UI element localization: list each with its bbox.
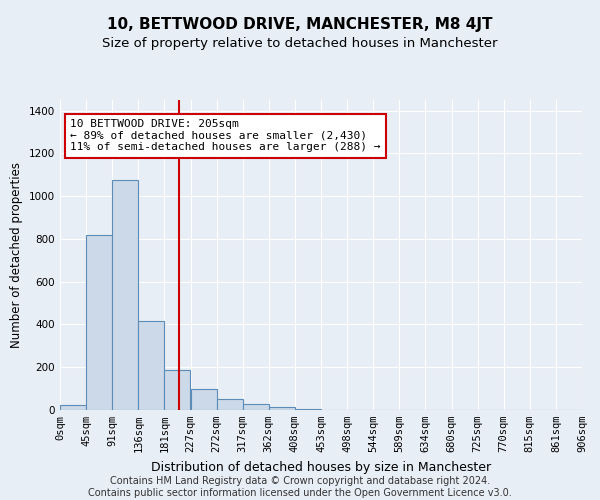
Y-axis label: Number of detached properties: Number of detached properties — [10, 162, 23, 348]
Bar — [60, 404, 86, 410]
Bar — [112, 180, 138, 410]
Bar — [86, 234, 112, 410]
Bar — [295, 409, 321, 410]
Bar — [217, 400, 242, 410]
Text: Size of property relative to detached houses in Manchester: Size of property relative to detached ho… — [102, 38, 498, 51]
Text: 10 BETTWOOD DRIVE: 205sqm
← 89% of detached houses are smaller (2,430)
11% of se: 10 BETTWOOD DRIVE: 205sqm ← 89% of detac… — [70, 119, 381, 152]
Bar — [191, 388, 217, 410]
Bar — [139, 322, 164, 410]
Bar — [164, 370, 190, 410]
Bar — [242, 404, 269, 410]
Bar — [269, 407, 295, 410]
Text: Contains HM Land Registry data © Crown copyright and database right 2024.
Contai: Contains HM Land Registry data © Crown c… — [88, 476, 512, 498]
Text: 10, BETTWOOD DRIVE, MANCHESTER, M8 4JT: 10, BETTWOOD DRIVE, MANCHESTER, M8 4JT — [107, 18, 493, 32]
X-axis label: Distribution of detached houses by size in Manchester: Distribution of detached houses by size … — [151, 460, 491, 473]
